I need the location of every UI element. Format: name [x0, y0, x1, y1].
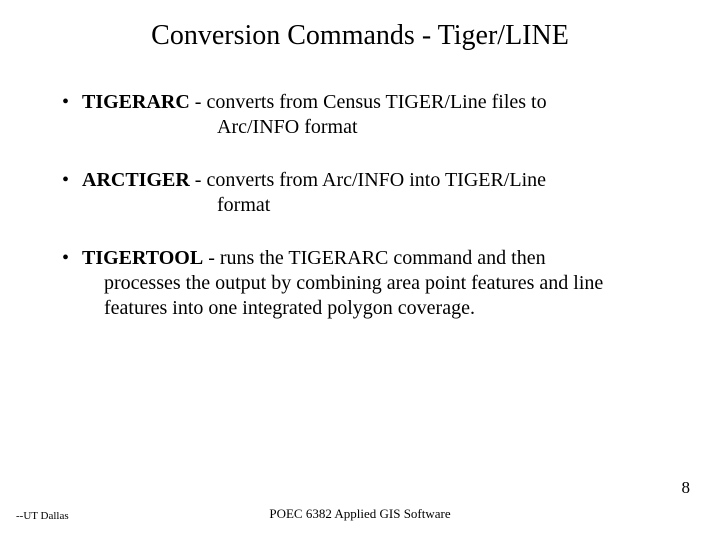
- desc-line2: format: [82, 193, 670, 218]
- slide: Conversion Commands - Tiger/LINE • TIGER…: [0, 0, 720, 540]
- desc-line1: converts from Census TIGER/Line files to: [206, 91, 546, 113]
- bullet-item-tigertool: • TIGERTOOL - runs the TIGERARC command …: [60, 246, 670, 321]
- footer-center: POEC 6382 Applied GIS Software: [0, 506, 720, 522]
- command-name: TIGERARC: [82, 91, 190, 113]
- command-name: ARCTIGER: [82, 169, 190, 191]
- desc-line1: converts from Arc/INFO into TIGER/Line: [206, 169, 546, 191]
- slide-title: Conversion Commands - Tiger/LINE: [0, 0, 720, 62]
- desc-rest: processes the output by combining area p…: [82, 271, 670, 321]
- command-name: TIGERTOOL: [82, 247, 203, 269]
- bullet-icon: •: [62, 168, 69, 193]
- slide-body: • TIGERARC - converts from Census TIGER/…: [0, 90, 720, 321]
- page-number: 8: [682, 478, 691, 498]
- bullet-item-tigerarc: • TIGERARC - converts from Census TIGER/…: [60, 90, 670, 140]
- bullet-icon: •: [62, 90, 69, 115]
- separator: -: [203, 247, 220, 269]
- bullet-icon: •: [62, 246, 69, 271]
- bullet-item-arctiger: • ARCTIGER - converts from Arc/INFO into…: [60, 168, 670, 218]
- desc-line2: Arc/INFO format: [82, 115, 670, 140]
- separator: -: [190, 91, 207, 113]
- separator: -: [190, 169, 207, 191]
- desc-line1: runs the TIGERARC command and then: [220, 247, 546, 269]
